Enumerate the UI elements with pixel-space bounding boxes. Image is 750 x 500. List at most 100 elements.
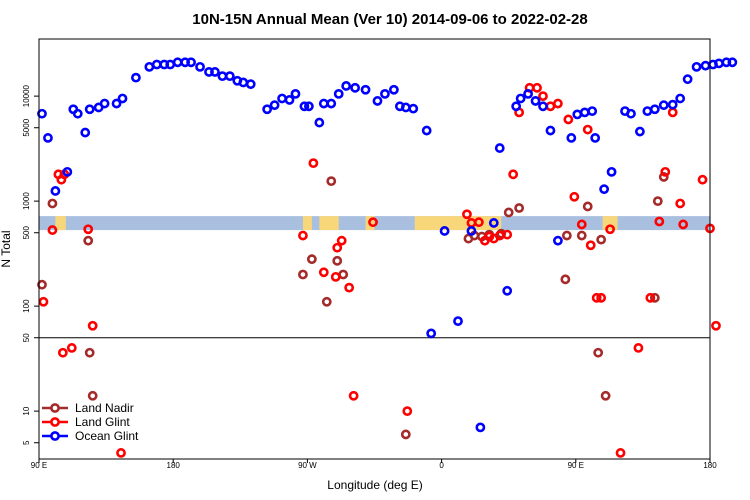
data-point: [341, 81, 352, 91]
data-point: [299, 101, 310, 112]
data-point: [579, 107, 590, 118]
data-point: [368, 217, 378, 228]
data-point: [585, 240, 596, 251]
plot-frame: [38, 38, 711, 460]
data-point: [667, 107, 678, 118]
data-point: [626, 108, 636, 119]
data-point: [561, 230, 572, 241]
data-point: [475, 422, 486, 433]
y-axis: 5 10 50 100 500 1000 5000 10000: [22, 84, 39, 445]
data-point: [426, 328, 437, 339]
legend-marker: [50, 431, 60, 441]
data-point: [596, 292, 607, 303]
data-point: [569, 191, 580, 202]
data-point: [43, 133, 53, 143]
data-point: [83, 224, 94, 235]
data-point: [511, 101, 522, 112]
data-point: [47, 225, 58, 235]
data-point: [306, 254, 317, 265]
legend-label: Land Nadir: [75, 401, 134, 415]
data-point: [691, 61, 702, 72]
data-point: [682, 74, 693, 85]
data-point: [400, 102, 411, 113]
data-point: [111, 98, 122, 109]
data-point: [333, 89, 344, 99]
data-point: [131, 72, 141, 83]
data-point: [66, 343, 77, 353]
data-point: [590, 133, 601, 143]
data-point: [224, 71, 235, 82]
data-point: [649, 104, 660, 115]
data-point: [453, 316, 463, 327]
data-point: [635, 126, 645, 137]
data-point: [675, 198, 686, 209]
data-point: [298, 230, 308, 241]
data-point: [566, 133, 577, 143]
data-point: [245, 79, 256, 90]
data-point: [599, 184, 610, 195]
data-point: [408, 103, 419, 114]
data-point: [72, 108, 83, 119]
y-tick-label: 5: [22, 440, 31, 445]
data-point: [172, 57, 183, 68]
data-point: [600, 390, 611, 401]
data-point: [318, 267, 329, 278]
data-point: [380, 89, 390, 99]
data-point: [37, 108, 47, 119]
data-point: [605, 224, 615, 235]
data-point: [700, 60, 711, 71]
legend-marker: [50, 417, 60, 427]
data-point: [545, 101, 556, 112]
data-point: [117, 93, 128, 104]
legend-label: Ocean Glint: [75, 429, 139, 443]
data-point: [348, 390, 359, 401]
data-point: [87, 390, 98, 401]
x-axis: 90 E 180 90 W 0 90 E 180: [31, 459, 717, 470]
data-point: [714, 58, 724, 69]
data-point: [217, 71, 228, 82]
data-point: [308, 158, 319, 169]
data-point: [711, 320, 721, 331]
data-point: [116, 448, 126, 458]
data-point: [593, 347, 604, 358]
data-point: [80, 127, 91, 138]
data-point: [372, 96, 383, 106]
data-point: [488, 218, 499, 228]
data-point: [99, 98, 110, 109]
data-point: [727, 57, 738, 68]
data-point: [576, 230, 587, 241]
data-point: [50, 186, 61, 196]
data-point: [494, 143, 505, 153]
data-point: [466, 226, 477, 236]
data-point: [318, 98, 329, 109]
data-point: [277, 93, 287, 104]
x-tick-label: 0: [439, 461, 444, 470]
data-point: [645, 292, 656, 303]
y-tick-label: 10000: [22, 84, 31, 107]
data-point: [332, 242, 343, 253]
data-point: [360, 84, 371, 95]
data-point: [338, 269, 349, 280]
data-point: [462, 209, 472, 220]
data-point: [667, 99, 678, 110]
data-point: [606, 166, 617, 177]
data-point: [503, 207, 514, 218]
y-tick-label: 5000: [22, 118, 31, 136]
data-point: [658, 172, 669, 182]
y-tick-label: 100: [22, 299, 31, 313]
data-point: [37, 279, 47, 290]
land-span: [55, 216, 66, 231]
data-point: [84, 347, 95, 358]
legend-label: Land Glint: [75, 415, 130, 429]
x-tick-label: 180: [167, 461, 181, 470]
data-point: [144, 61, 155, 72]
data-point: [303, 101, 314, 112]
data-point: [515, 93, 526, 104]
data-point: [400, 429, 411, 440]
x-tick-label: 90 E: [31, 461, 47, 470]
data-point: [290, 89, 301, 99]
data-point: [350, 82, 361, 93]
x-tick-label: 180: [703, 461, 717, 470]
